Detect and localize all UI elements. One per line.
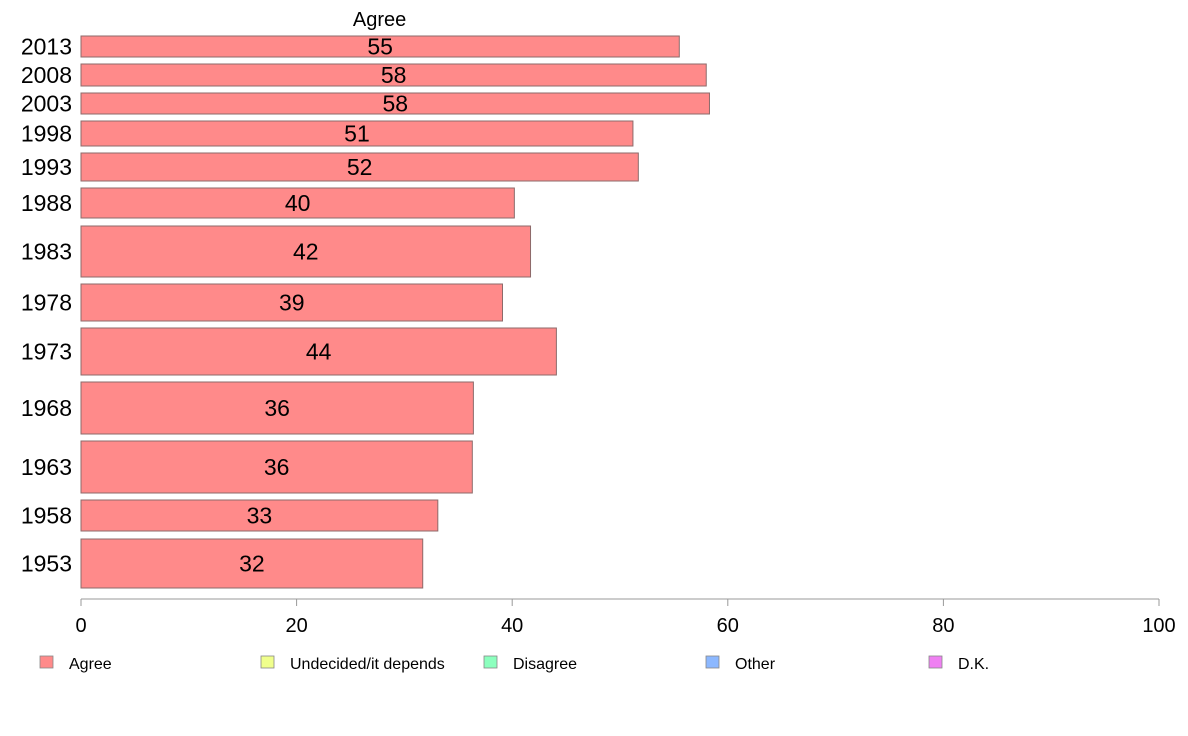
bar-2013: [80, 35, 680, 58]
legend-label-0: Agree: [69, 656, 112, 673]
x-tick-label-0: 0: [75, 615, 86, 637]
data-label-1988: 40: [285, 190, 311, 216]
bar-1978: [80, 283, 503, 322]
data-label-1963: 36: [264, 454, 290, 480]
category-label-2008: 2008: [21, 62, 72, 88]
legend-label-4: D.K.: [958, 656, 989, 673]
data-label-1978: 39: [279, 290, 305, 316]
bar-1953: [80, 538, 424, 589]
category-label-1963: 1963: [21, 454, 72, 480]
bar-1963: [80, 440, 473, 494]
data-label-2003: 58: [382, 91, 408, 117]
legend-label-2: Disagree: [513, 656, 577, 673]
category-label-1958: 1958: [21, 503, 72, 529]
x-tick-label-100: 100: [1142, 615, 1175, 637]
legend-label-3: Other: [735, 656, 776, 673]
legend-swatch-1: [260, 655, 275, 669]
bar-1983: [80, 225, 532, 278]
x-tick-label-80: 80: [932, 615, 954, 637]
x-axis: 0 20 40 60 80 100: [75, 598, 1176, 637]
data-label-1953: 32: [239, 551, 265, 577]
legend: Agree Undecided/it depends Disagree Other D.…: [39, 655, 989, 673]
category-label-1953: 1953: [21, 551, 72, 577]
bar-1998: [80, 120, 634, 147]
bar-1993: [80, 152, 639, 182]
bar-2008: [80, 63, 707, 87]
data-label-2008: 58: [381, 62, 407, 88]
data-label-1973: 44: [306, 339, 332, 365]
data-label-1983: 42: [293, 239, 319, 265]
x-tick-label-20: 20: [285, 615, 307, 637]
category-label-1983: 1983: [21, 239, 72, 265]
column-title: Agree: [353, 9, 406, 31]
data-label-1993: 52: [347, 154, 373, 180]
category-label-1973: 1973: [21, 339, 72, 365]
category-label-2003: 2003: [21, 91, 72, 117]
legend-swatch-2: [483, 655, 498, 669]
data-label-2013: 55: [367, 34, 393, 60]
data-label-1968: 36: [264, 395, 290, 421]
x-tick-label-40: 40: [501, 615, 523, 637]
category-label-1998: 1998: [21, 121, 72, 147]
data-label-1998: 51: [344, 121, 370, 147]
legend-swatch-3: [705, 655, 720, 669]
category-label-2013: 2013: [21, 34, 72, 60]
data-label-1958: 33: [247, 503, 273, 529]
bar-2003: [80, 92, 710, 115]
bar-1968: [80, 381, 474, 435]
x-tick-label-60: 60: [717, 615, 739, 637]
bar-1958: [80, 499, 439, 532]
category-label-1993: 1993: [21, 154, 72, 180]
category-label-1978: 1978: [21, 290, 72, 316]
category-label-1968: 1968: [21, 395, 72, 421]
legend-swatch-0: [39, 655, 54, 669]
bars-group: [80, 35, 710, 589]
bar-1973: [80, 327, 557, 376]
legend-label-1: Undecided/it depends: [290, 656, 445, 673]
category-label-1988: 1988: [21, 190, 72, 216]
bar-1988: [80, 187, 515, 219]
legend-swatch-4: [928, 655, 943, 669]
